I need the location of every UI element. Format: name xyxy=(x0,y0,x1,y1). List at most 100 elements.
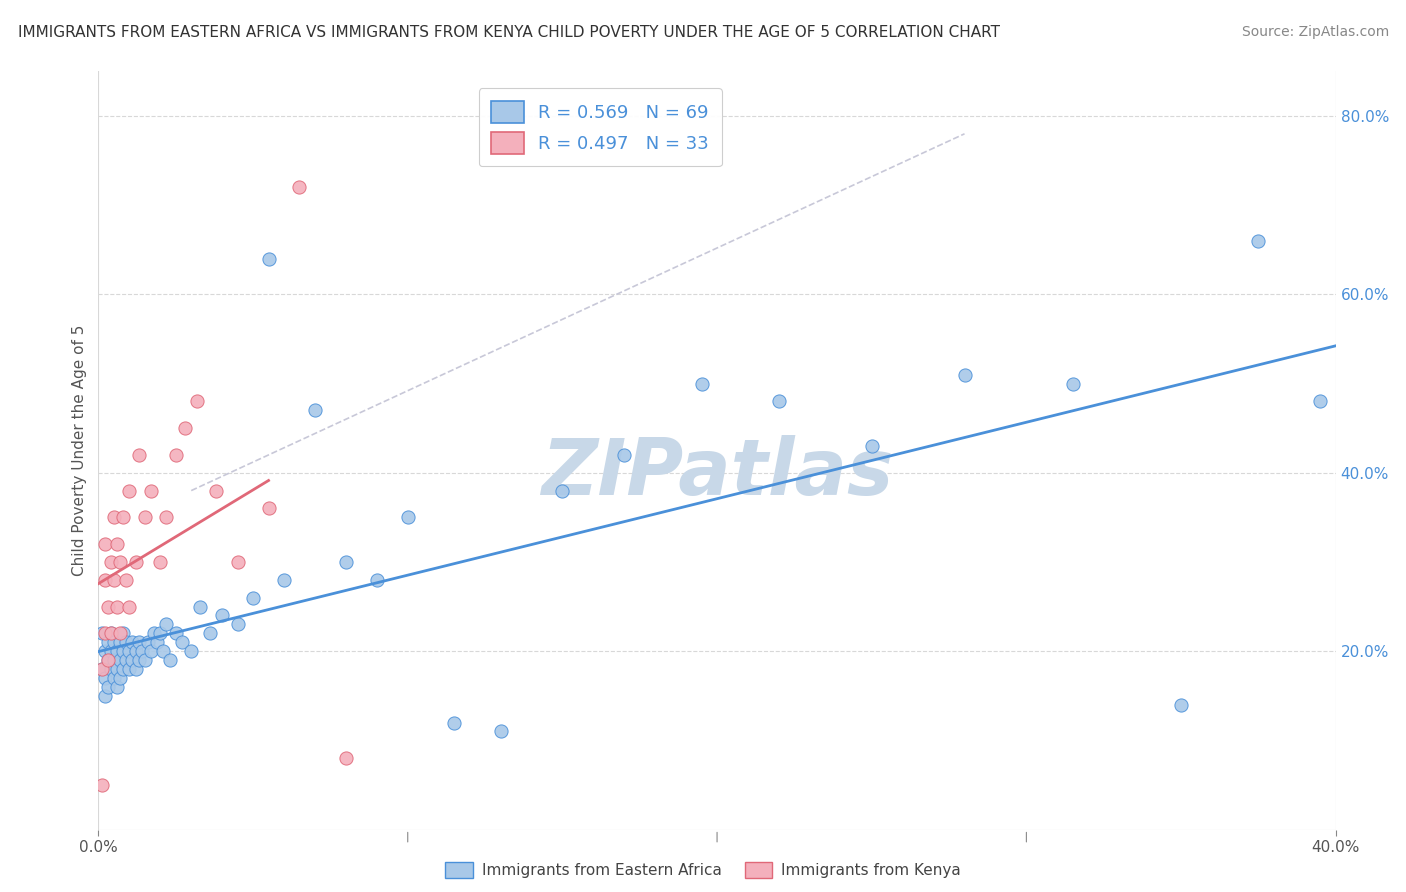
Point xyxy=(124,555,146,569)
Point xyxy=(93,689,115,703)
Point xyxy=(186,394,208,409)
Point xyxy=(131,644,153,658)
Point xyxy=(100,555,122,569)
Point xyxy=(489,724,512,739)
Point xyxy=(124,644,146,658)
Point xyxy=(170,635,193,649)
Point xyxy=(304,403,326,417)
Point xyxy=(93,671,115,685)
Point xyxy=(108,626,131,640)
Point xyxy=(103,671,125,685)
Point xyxy=(165,448,187,462)
Point xyxy=(257,501,280,516)
Point xyxy=(97,680,120,694)
Point xyxy=(93,644,115,658)
Point xyxy=(97,653,120,667)
Point xyxy=(121,653,143,667)
Point xyxy=(112,662,135,676)
Point xyxy=(768,394,790,409)
Point xyxy=(90,778,112,792)
Point xyxy=(103,635,125,649)
Point xyxy=(97,599,120,614)
Point xyxy=(103,573,125,587)
Point xyxy=(159,653,181,667)
Point xyxy=(288,180,311,194)
Point xyxy=(103,510,125,524)
Point xyxy=(105,644,128,658)
Text: Source: ZipAtlas.com: Source: ZipAtlas.com xyxy=(1241,25,1389,39)
Y-axis label: Child Poverty Under the Age of 5: Child Poverty Under the Age of 5 xyxy=(72,325,87,576)
Point xyxy=(335,555,357,569)
Point xyxy=(112,644,135,658)
Point xyxy=(139,483,162,498)
Point xyxy=(139,644,162,658)
Point xyxy=(115,635,138,649)
Point xyxy=(93,573,115,587)
Point xyxy=(155,510,177,524)
Text: ZIPatlas: ZIPatlas xyxy=(541,435,893,511)
Point xyxy=(112,626,135,640)
Point xyxy=(1309,394,1331,409)
Point xyxy=(90,662,112,676)
Point xyxy=(134,510,156,524)
Point xyxy=(1062,376,1084,391)
Point xyxy=(226,617,249,632)
Point xyxy=(93,626,115,640)
Point xyxy=(226,555,249,569)
Point xyxy=(100,626,122,640)
Point xyxy=(165,626,187,640)
Point xyxy=(108,555,131,569)
Point xyxy=(205,483,228,498)
Point xyxy=(100,662,122,676)
Legend: R = 0.569   N = 69, R = 0.497   N = 33: R = 0.569 N = 69, R = 0.497 N = 33 xyxy=(478,88,721,166)
Point xyxy=(93,537,115,551)
Point xyxy=(128,653,150,667)
Point xyxy=(860,439,883,453)
Point xyxy=(112,510,135,524)
Point xyxy=(105,662,128,676)
Point xyxy=(174,421,197,435)
Point xyxy=(121,635,143,649)
Point xyxy=(149,626,172,640)
Point xyxy=(211,608,233,623)
Point xyxy=(100,644,122,658)
Point xyxy=(613,448,636,462)
Point xyxy=(143,626,166,640)
Point xyxy=(108,671,131,685)
Point xyxy=(690,376,713,391)
Point xyxy=(396,510,419,524)
Point xyxy=(118,483,141,498)
Point xyxy=(115,653,138,667)
Point xyxy=(90,662,112,676)
Point xyxy=(257,252,280,266)
Legend: Immigrants from Eastern Africa, Immigrants from Kenya: Immigrants from Eastern Africa, Immigran… xyxy=(439,856,967,884)
Point xyxy=(149,555,172,569)
Point xyxy=(1170,698,1192,712)
Point xyxy=(146,635,169,649)
Point xyxy=(108,653,131,667)
Point xyxy=(97,653,120,667)
Point xyxy=(124,662,146,676)
Point xyxy=(443,715,465,730)
Point xyxy=(953,368,976,382)
Point xyxy=(273,573,295,587)
Point xyxy=(100,626,122,640)
Text: IMMIGRANTS FROM EASTERN AFRICA VS IMMIGRANTS FROM KENYA CHILD POVERTY UNDER THE : IMMIGRANTS FROM EASTERN AFRICA VS IMMIGR… xyxy=(18,25,1000,40)
Point xyxy=(136,635,159,649)
Point xyxy=(115,573,138,587)
Point xyxy=(198,626,221,640)
Point xyxy=(551,483,574,498)
Point xyxy=(105,599,128,614)
Point xyxy=(152,644,174,658)
Point xyxy=(97,635,120,649)
Point xyxy=(155,617,177,632)
Point xyxy=(118,644,141,658)
Point xyxy=(103,653,125,667)
Point xyxy=(128,635,150,649)
Point xyxy=(105,537,128,551)
Point xyxy=(335,751,357,765)
Point xyxy=(190,599,212,614)
Point xyxy=(1247,234,1270,248)
Point xyxy=(108,635,131,649)
Point xyxy=(242,591,264,605)
